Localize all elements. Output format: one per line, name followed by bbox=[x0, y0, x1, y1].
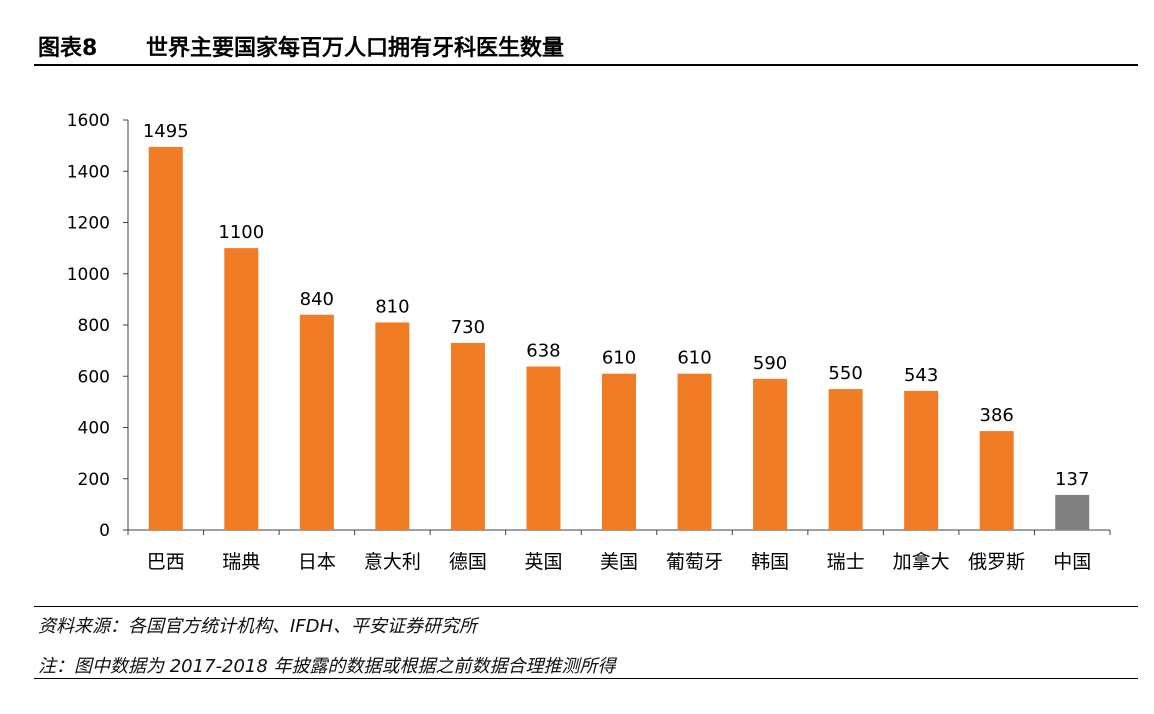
figure-label: 图表8 bbox=[38, 36, 98, 61]
category-label: 日本 bbox=[298, 551, 336, 573]
category-label: 美国 bbox=[600, 551, 638, 573]
remark-note: 注：图中数据为 2017-2018 年披露的数据或根据之前数据合理推测所得 bbox=[38, 656, 616, 677]
y-tick-label: 800 bbox=[78, 316, 110, 336]
data-label: 610 bbox=[602, 348, 636, 369]
y-tick-label: 600 bbox=[78, 367, 110, 387]
bar-意大利 bbox=[375, 322, 410, 530]
bar-韩国 bbox=[753, 378, 788, 530]
bar-中国 bbox=[1055, 494, 1090, 530]
bar-chart: 0 200 400 600 800 1000 1200 1400 1600 1495 巴西 1100 瑞… bbox=[67, 111, 1111, 573]
bar-葡萄牙 bbox=[677, 373, 712, 530]
source-note: 资料来源：各国官方统计机构、IFDH、平安证券研究所 bbox=[38, 616, 478, 637]
data-label: 137 bbox=[1055, 469, 1089, 490]
bar-德国 bbox=[450, 342, 485, 530]
data-label: 386 bbox=[980, 405, 1014, 426]
notes-rule bbox=[34, 606, 1138, 607]
category-label: 韩国 bbox=[751, 551, 789, 573]
data-label: 730 bbox=[451, 317, 485, 338]
bar-巴西 bbox=[148, 146, 183, 530]
data-label: 1495 bbox=[143, 121, 189, 142]
y-tick-label: 1600 bbox=[67, 111, 110, 131]
data-label: 550 bbox=[828, 363, 862, 384]
data-label: 840 bbox=[300, 289, 334, 310]
chart-title: 世界主要国家每百万人口拥有牙科医生数量 bbox=[146, 36, 565, 61]
data-label: 543 bbox=[904, 365, 938, 386]
top-rule bbox=[34, 64, 1138, 66]
data-label: 638 bbox=[526, 341, 560, 362]
y-tick-label: 400 bbox=[78, 419, 110, 439]
data-label: 610 bbox=[677, 348, 711, 369]
bar-英国 bbox=[526, 366, 561, 530]
bar-美国 bbox=[602, 373, 636, 530]
y-tick-label: 1400 bbox=[67, 162, 110, 182]
bar-加拿大 bbox=[904, 390, 939, 530]
bar-瑞士 bbox=[828, 389, 863, 530]
bottom-rule bbox=[34, 678, 1138, 679]
data-label: 590 bbox=[753, 353, 787, 374]
y-tick-label: 1200 bbox=[67, 214, 110, 234]
y-tick-label: 0 bbox=[99, 521, 110, 541]
y-tick-label: 200 bbox=[78, 470, 110, 490]
category-label: 瑞士 bbox=[827, 551, 865, 573]
category-label: 葡萄牙 bbox=[666, 551, 723, 573]
category-label: 意大利 bbox=[364, 551, 421, 573]
category-label: 德国 bbox=[449, 551, 487, 573]
category-label: 中国 bbox=[1053, 551, 1091, 573]
bar-日本 bbox=[299, 314, 334, 530]
bar-俄罗斯 bbox=[979, 431, 1014, 530]
y-tick-label: 1000 bbox=[67, 265, 110, 285]
category-label: 俄罗斯 bbox=[968, 551, 1025, 573]
data-label: 1100 bbox=[218, 222, 264, 243]
bar-瑞典 bbox=[224, 248, 259, 530]
category-label: 英国 bbox=[524, 551, 562, 573]
figure-header: 图表8 世界主要国家每百万人口拥有牙科医生数量 bbox=[34, 22, 1138, 66]
data-label: 810 bbox=[375, 296, 409, 317]
category-label: 巴西 bbox=[147, 551, 185, 573]
category-label: 加拿大 bbox=[893, 550, 950, 573]
category-label: 瑞典 bbox=[222, 551, 260, 573]
